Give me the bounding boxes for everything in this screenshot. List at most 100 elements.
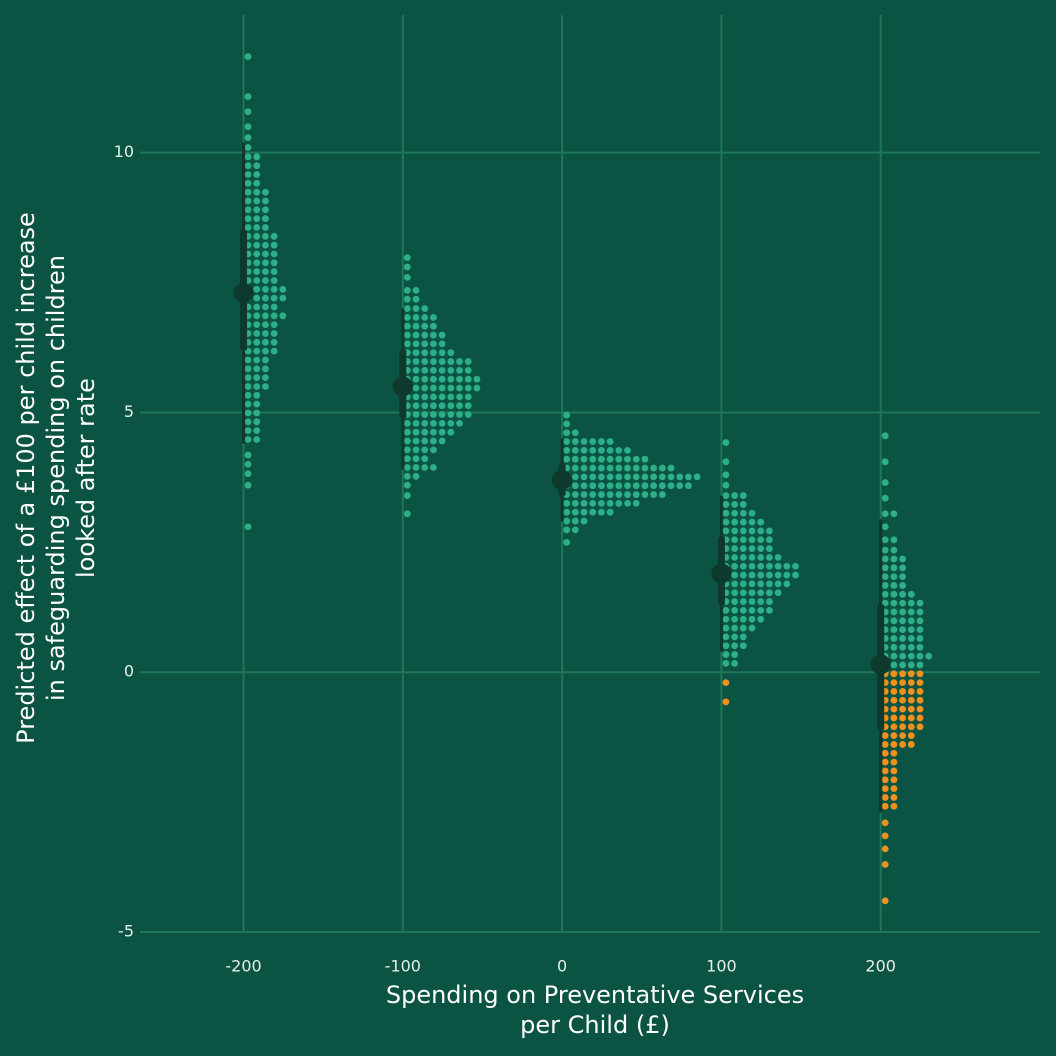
dot: [624, 464, 631, 472]
dot: [899, 582, 907, 589]
dot: [244, 523, 252, 531]
dot: [403, 340, 411, 348]
dot: [430, 313, 437, 321]
dot: [464, 402, 472, 410]
dot: [244, 224, 252, 231]
x-tick-label: -100: [385, 957, 421, 976]
dot: [658, 482, 666, 490]
dot: [430, 402, 437, 410]
dot: [890, 582, 898, 589]
dot: [412, 437, 420, 445]
y-axis-title: Predicted effect of a £100 per child inc…: [12, 212, 40, 744]
dot: [589, 473, 597, 481]
dot: [899, 608, 907, 616]
dot: [253, 241, 261, 249]
dot: [890, 555, 898, 563]
dot: [624, 473, 631, 481]
dot: [403, 295, 411, 303]
dot: [464, 393, 472, 401]
dot: [881, 590, 889, 598]
dot: [253, 153, 261, 161]
dot: [907, 652, 915, 660]
dot: [262, 365, 269, 373]
dot: [580, 491, 588, 498]
dot: [722, 698, 730, 706]
dot: [253, 418, 261, 426]
dot: [615, 464, 623, 472]
dot: [881, 861, 889, 868]
dot: [253, 277, 261, 284]
dot: [916, 714, 924, 722]
dot: [890, 688, 898, 695]
dot: [757, 580, 765, 588]
dot: [739, 536, 747, 544]
dot: [571, 508, 579, 516]
dot: [589, 508, 597, 516]
dot: [783, 562, 791, 570]
dot: [244, 418, 252, 426]
dot: [615, 482, 623, 490]
dot: [739, 545, 747, 552]
dot: [421, 358, 429, 365]
dot: [624, 482, 631, 490]
dot: [748, 598, 756, 605]
dot: [244, 206, 252, 214]
dot: [421, 384, 429, 392]
dot: [253, 321, 261, 329]
dot: [412, 349, 420, 357]
dot: [615, 473, 623, 481]
dot: [253, 330, 261, 337]
dot: [270, 241, 278, 249]
x-tick-label: 0: [557, 957, 567, 976]
dot: [890, 776, 898, 784]
dot: [731, 554, 739, 561]
dot: [916, 617, 924, 625]
dot: [563, 438, 571, 445]
dot: [881, 582, 889, 589]
dot: [262, 241, 269, 249]
y-tick-label: 10: [114, 142, 134, 161]
point-estimate: [552, 469, 573, 490]
dot: [916, 643, 924, 651]
dot: [757, 589, 765, 597]
dot: [580, 473, 588, 481]
dot: [731, 571, 739, 579]
dot: [262, 215, 269, 223]
dot: [438, 402, 446, 410]
dot: [430, 358, 437, 365]
dot: [907, 608, 915, 616]
dot: [731, 598, 739, 605]
y-tick-label: 0: [124, 662, 134, 681]
dot: [580, 482, 588, 490]
dot: [262, 197, 269, 205]
dot: [464, 375, 472, 383]
dot: [739, 642, 747, 650]
dots: [244, 53, 933, 905]
dot: [757, 536, 765, 544]
dot: [899, 670, 907, 678]
dot: [731, 607, 739, 614]
dot: [722, 518, 730, 526]
dot: [615, 455, 623, 463]
labels: -5 0 5 10 -200 -100 0 100 200 Spending on Prevent…: [12, 142, 896, 1039]
dot: [890, 785, 898, 793]
dot: [421, 375, 429, 383]
dot: [881, 845, 889, 853]
dot: [438, 340, 446, 348]
dot: [421, 313, 429, 321]
dot: [253, 383, 261, 390]
y-axis-title: in safeguarding spending on children: [42, 255, 70, 701]
dot: [580, 499, 588, 507]
dot: [881, 794, 889, 801]
x-tick-label: 100: [706, 957, 737, 976]
dot: [253, 285, 261, 293]
dot: [430, 322, 437, 330]
dot: [899, 652, 907, 660]
dot: [403, 492, 411, 499]
dot: [899, 696, 907, 704]
dot: [421, 305, 429, 312]
dot: [580, 446, 588, 454]
dot: [244, 197, 252, 205]
dot: [650, 464, 658, 472]
dot: [907, 696, 915, 704]
